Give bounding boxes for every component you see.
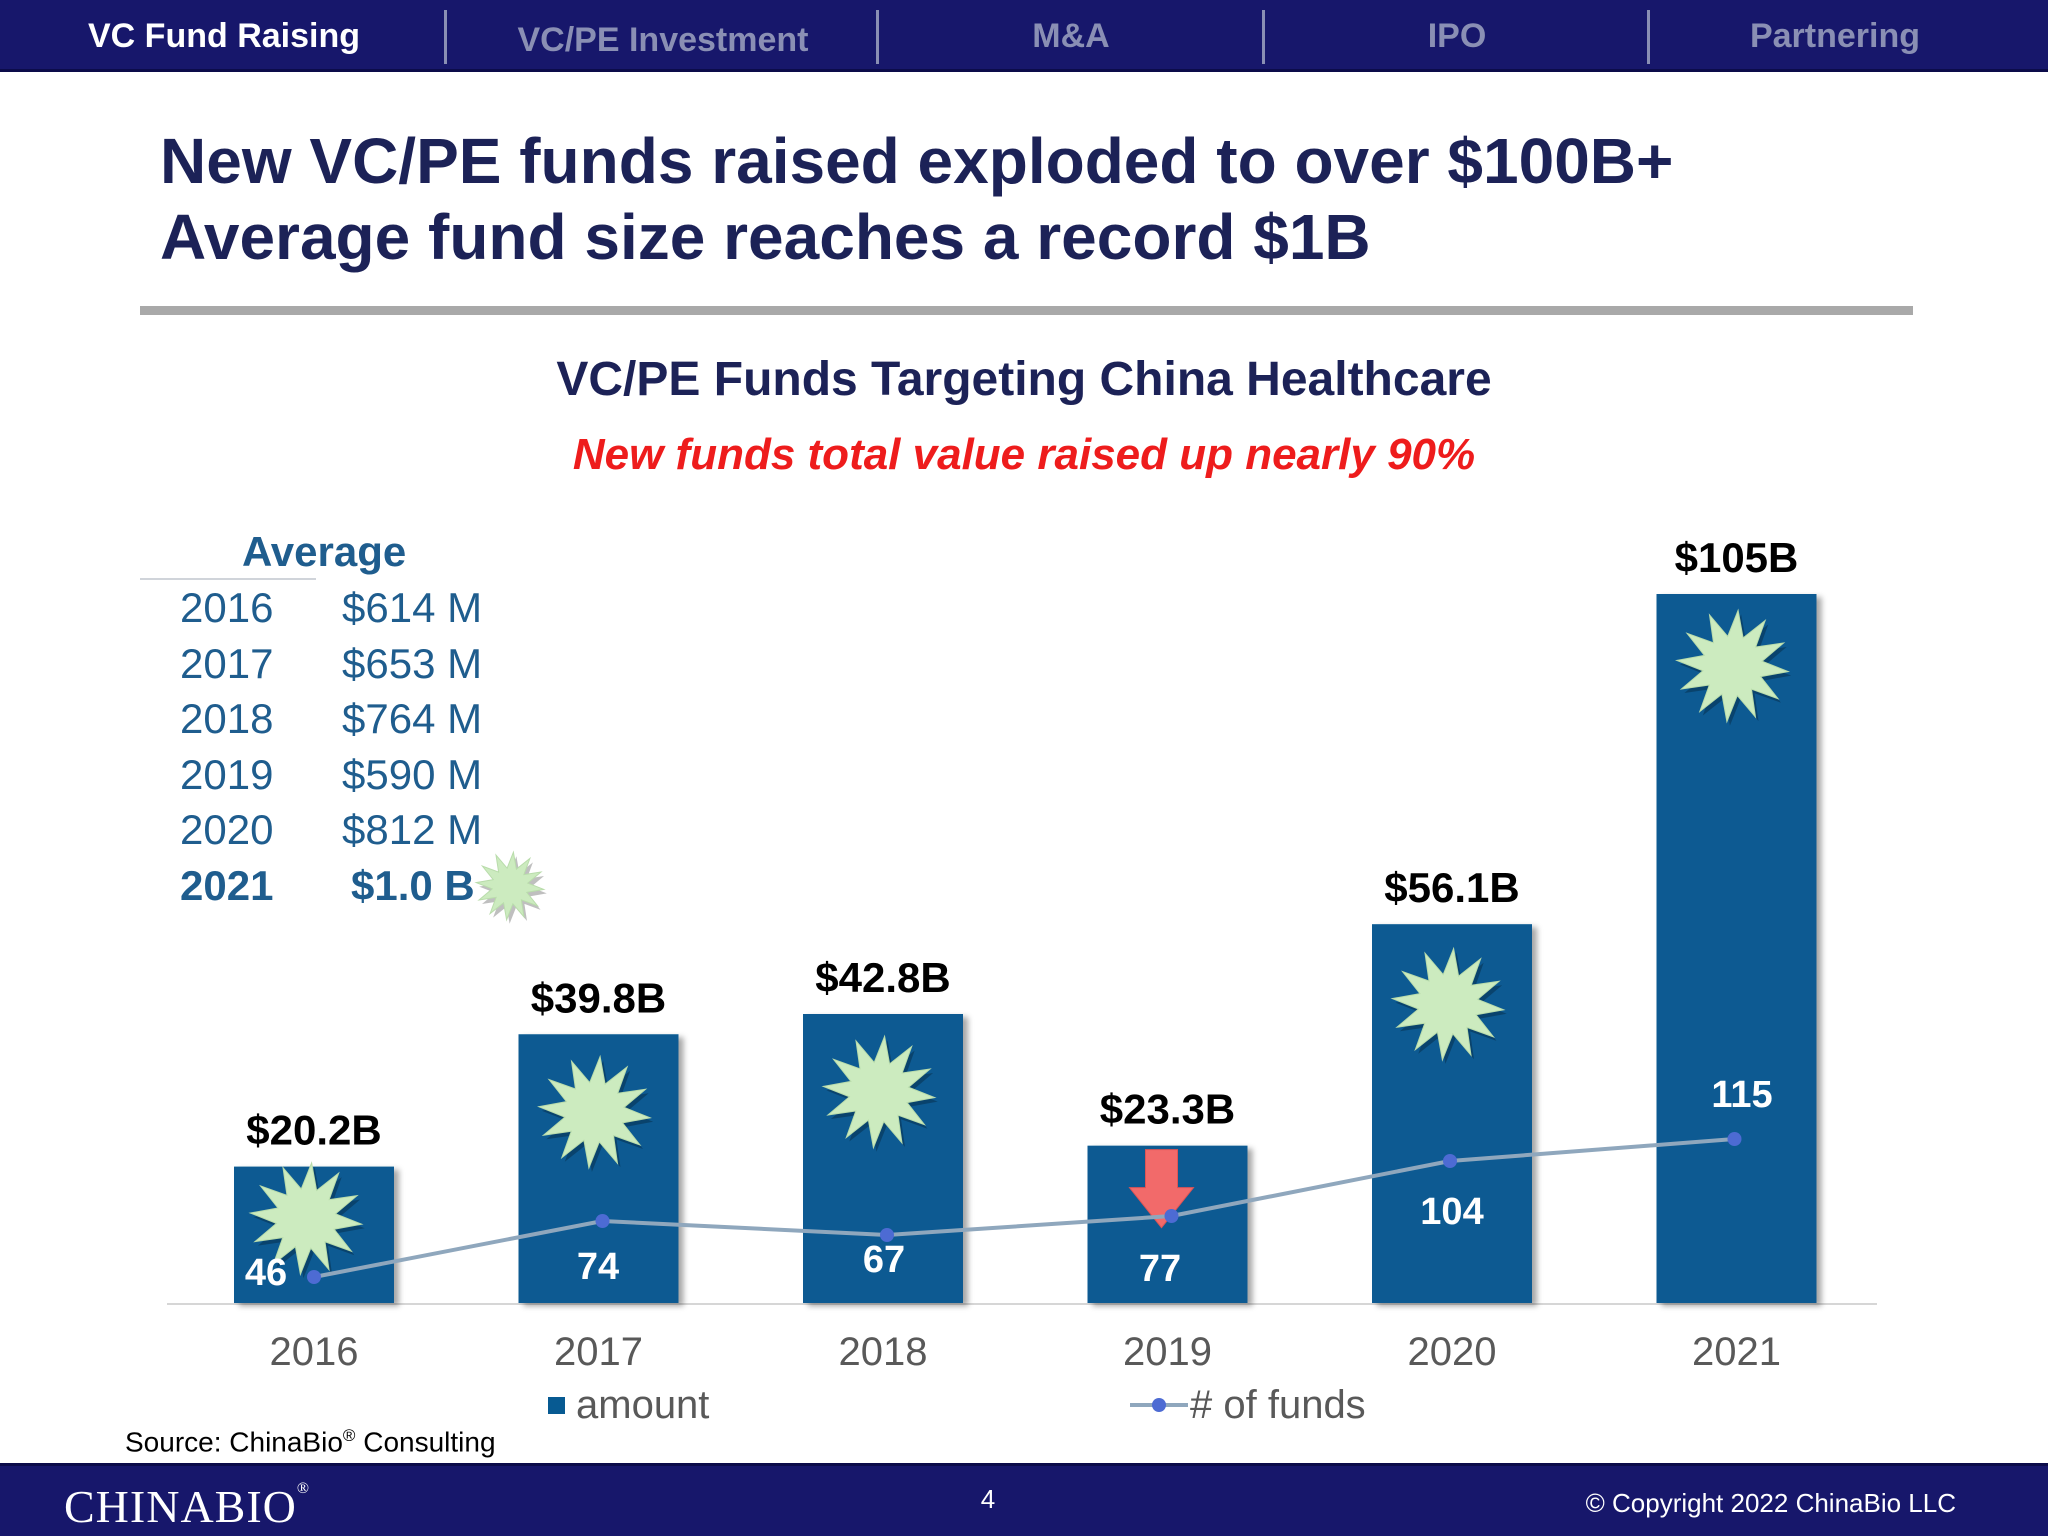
funds-count-marker [1443,1154,1457,1168]
legend-marker-funds [1152,1398,1166,1412]
legend-label-amount: amount [576,1383,709,1427]
chart-subtitle: New funds total value raised up nearly 9… [572,430,1476,479]
starburst-icon [474,850,546,922]
funds-count-marker [1164,1209,1179,1223]
starburst-icon [1674,608,1791,724]
starburst-icon [821,1034,937,1150]
funds-count-marker [595,1214,610,1228]
average-heading: Average [242,528,407,575]
chinabio-logo: CHINABIO® [64,1480,310,1533]
registered-mark: ® [342,1426,356,1445]
x-tick-label: 2021 [1692,1330,1781,1374]
tab-vc-fund-raising[interactable]: VC Fund Raising [88,16,360,55]
bar-value-label: $39.8B [531,974,666,1021]
x-tick-label: 2019 [1123,1330,1212,1374]
average-year: 2016 [180,584,274,631]
source-text: Source: ChinaBio [125,1426,343,1458]
bar-value-label: $20.2B [246,1107,381,1154]
funds-count-marker [307,1270,321,1284]
bar-value-label: $42.8B [815,954,950,1001]
average-row: 2016 $614 M [180,584,600,640]
nav-divider [1647,10,1650,64]
average-row: 2020 $812 M [180,806,600,862]
tab-vc-pe-investment[interactable]: VC/PE Investment [517,20,809,59]
average-year: 2019 [180,751,274,798]
funds-count-marker [880,1228,894,1242]
bar-value-label: $23.3B [1100,1086,1235,1133]
footer: CHINABIO® 4 © Copyright 2022 ChinaBio LL… [0,1463,2048,1536]
nav-divider [1262,10,1265,64]
brand-mark: ® [296,1480,311,1497]
average-value: $764 M [342,695,483,742]
bar-value-label: $56.1B [1384,864,1519,911]
funds-count-marker [1727,1132,1742,1146]
title-divider [140,306,1913,315]
funds-count-label: 115 [1711,1074,1772,1116]
headline-line-2: Average fund size reaches a record $1B [160,201,1371,273]
funds-count-label: 74 [577,1246,619,1288]
average-value: $1.0 B [351,862,475,909]
down-arrow-icon [1128,1149,1195,1229]
nav-divider [876,10,879,64]
average-value: $653 M [342,640,483,687]
average-value: $812 M [342,806,483,853]
funds-count-label: 67 [863,1239,905,1281]
source-note: Source: ChinaBio® Consulting [125,1426,496,1458]
average-year: 2017 [180,640,274,687]
starburst-icon [537,1054,652,1170]
starburst-icon [248,1161,364,1277]
x-tick-label: 2018 [839,1330,928,1374]
average-value: $590 M [342,751,483,798]
bar-2021 [1656,594,1817,1303]
x-tick-label: 2016 [270,1330,359,1374]
copyright: © Copyright 2022 ChinaBio LLC [1585,1488,1956,1518]
average-row: 2018 $764 M [180,695,600,751]
nav-divider [444,10,447,64]
brand-name: CHINABIO [64,1481,297,1532]
tab-partnering[interactable]: Partnering [1749,16,1921,55]
average-year: 2020 [180,806,274,853]
average-row: 2019 $590 M [180,751,600,807]
x-tick-label: 2017 [554,1330,643,1374]
page-number: 4 [980,1484,996,1514]
funds-count-label: 77 [1139,1248,1181,1290]
bar-value-label: $105B [1675,534,1799,581]
legend-label-funds: # of funds [1190,1383,1366,1427]
average-underline [140,578,316,580]
starburst-icon [1390,946,1506,1062]
source-text-suffix: Consulting [355,1426,496,1458]
tab-ipo[interactable]: IPO [1427,16,1487,55]
x-tick-label: 2020 [1408,1330,1497,1374]
headline-line-1: New VC/PE funds raised exploded to over … [160,125,1674,197]
chart-title: VC/PE Funds Targeting China Healthcare [556,353,1492,406]
average-value: $614 M [342,584,483,631]
fund-raising-chart: $20.2B 2016 $39.8B 2017 $42.8B 2018 $23.3B 2019… [167,534,1877,1427]
average-year: 2018 [180,695,274,742]
legend-swatch-amount [548,1397,565,1414]
funds-count-label: 46 [245,1252,287,1294]
funds-count-label: 104 [1420,1191,1483,1233]
average-row-highlight: 2021 $1.0 B [180,862,600,918]
tab-m-and-a[interactable]: M&A [1032,16,1110,55]
funds-count-line [313,1137,1735,1279]
average-year: 2021 [180,862,274,909]
average-row: 2017 $653 M [180,640,600,696]
top-nav: VC Fund Raising VC/PE Investment M&A IPO… [0,0,2048,72]
